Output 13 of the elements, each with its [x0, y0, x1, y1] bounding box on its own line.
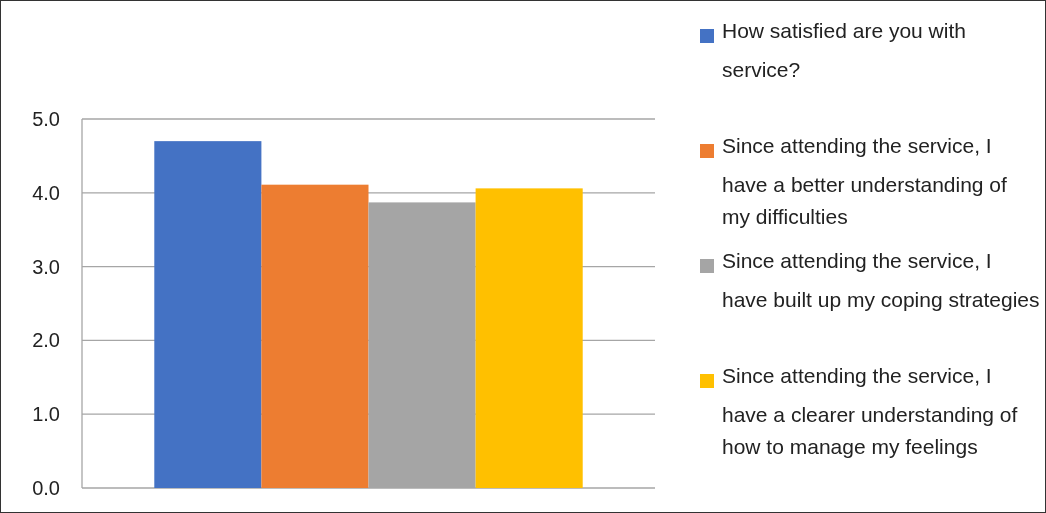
bar [475, 188, 583, 488]
bar [261, 184, 369, 488]
legend-label: Since attending the service, I have built up my coping strategies [722, 249, 1040, 312]
y-tick-label: 3.0 [32, 255, 60, 278]
y-tick-label: 4.0 [32, 181, 60, 204]
y-tick-label: 0.0 [32, 476, 60, 499]
legend-label: Since attending the service, I have a better understanding of my difficulties [722, 134, 1008, 229]
y-tick-label: 2.0 [32, 329, 60, 352]
y-tick-label: 5.0 [32, 107, 60, 130]
bar [154, 141, 262, 488]
y-tick-label: 1.0 [32, 403, 60, 426]
legend-label: How satisfied are you with service? [722, 19, 966, 82]
legend-label: Since attending the service, I have a clearer understanding of how to manage my feelings [722, 364, 1018, 459]
